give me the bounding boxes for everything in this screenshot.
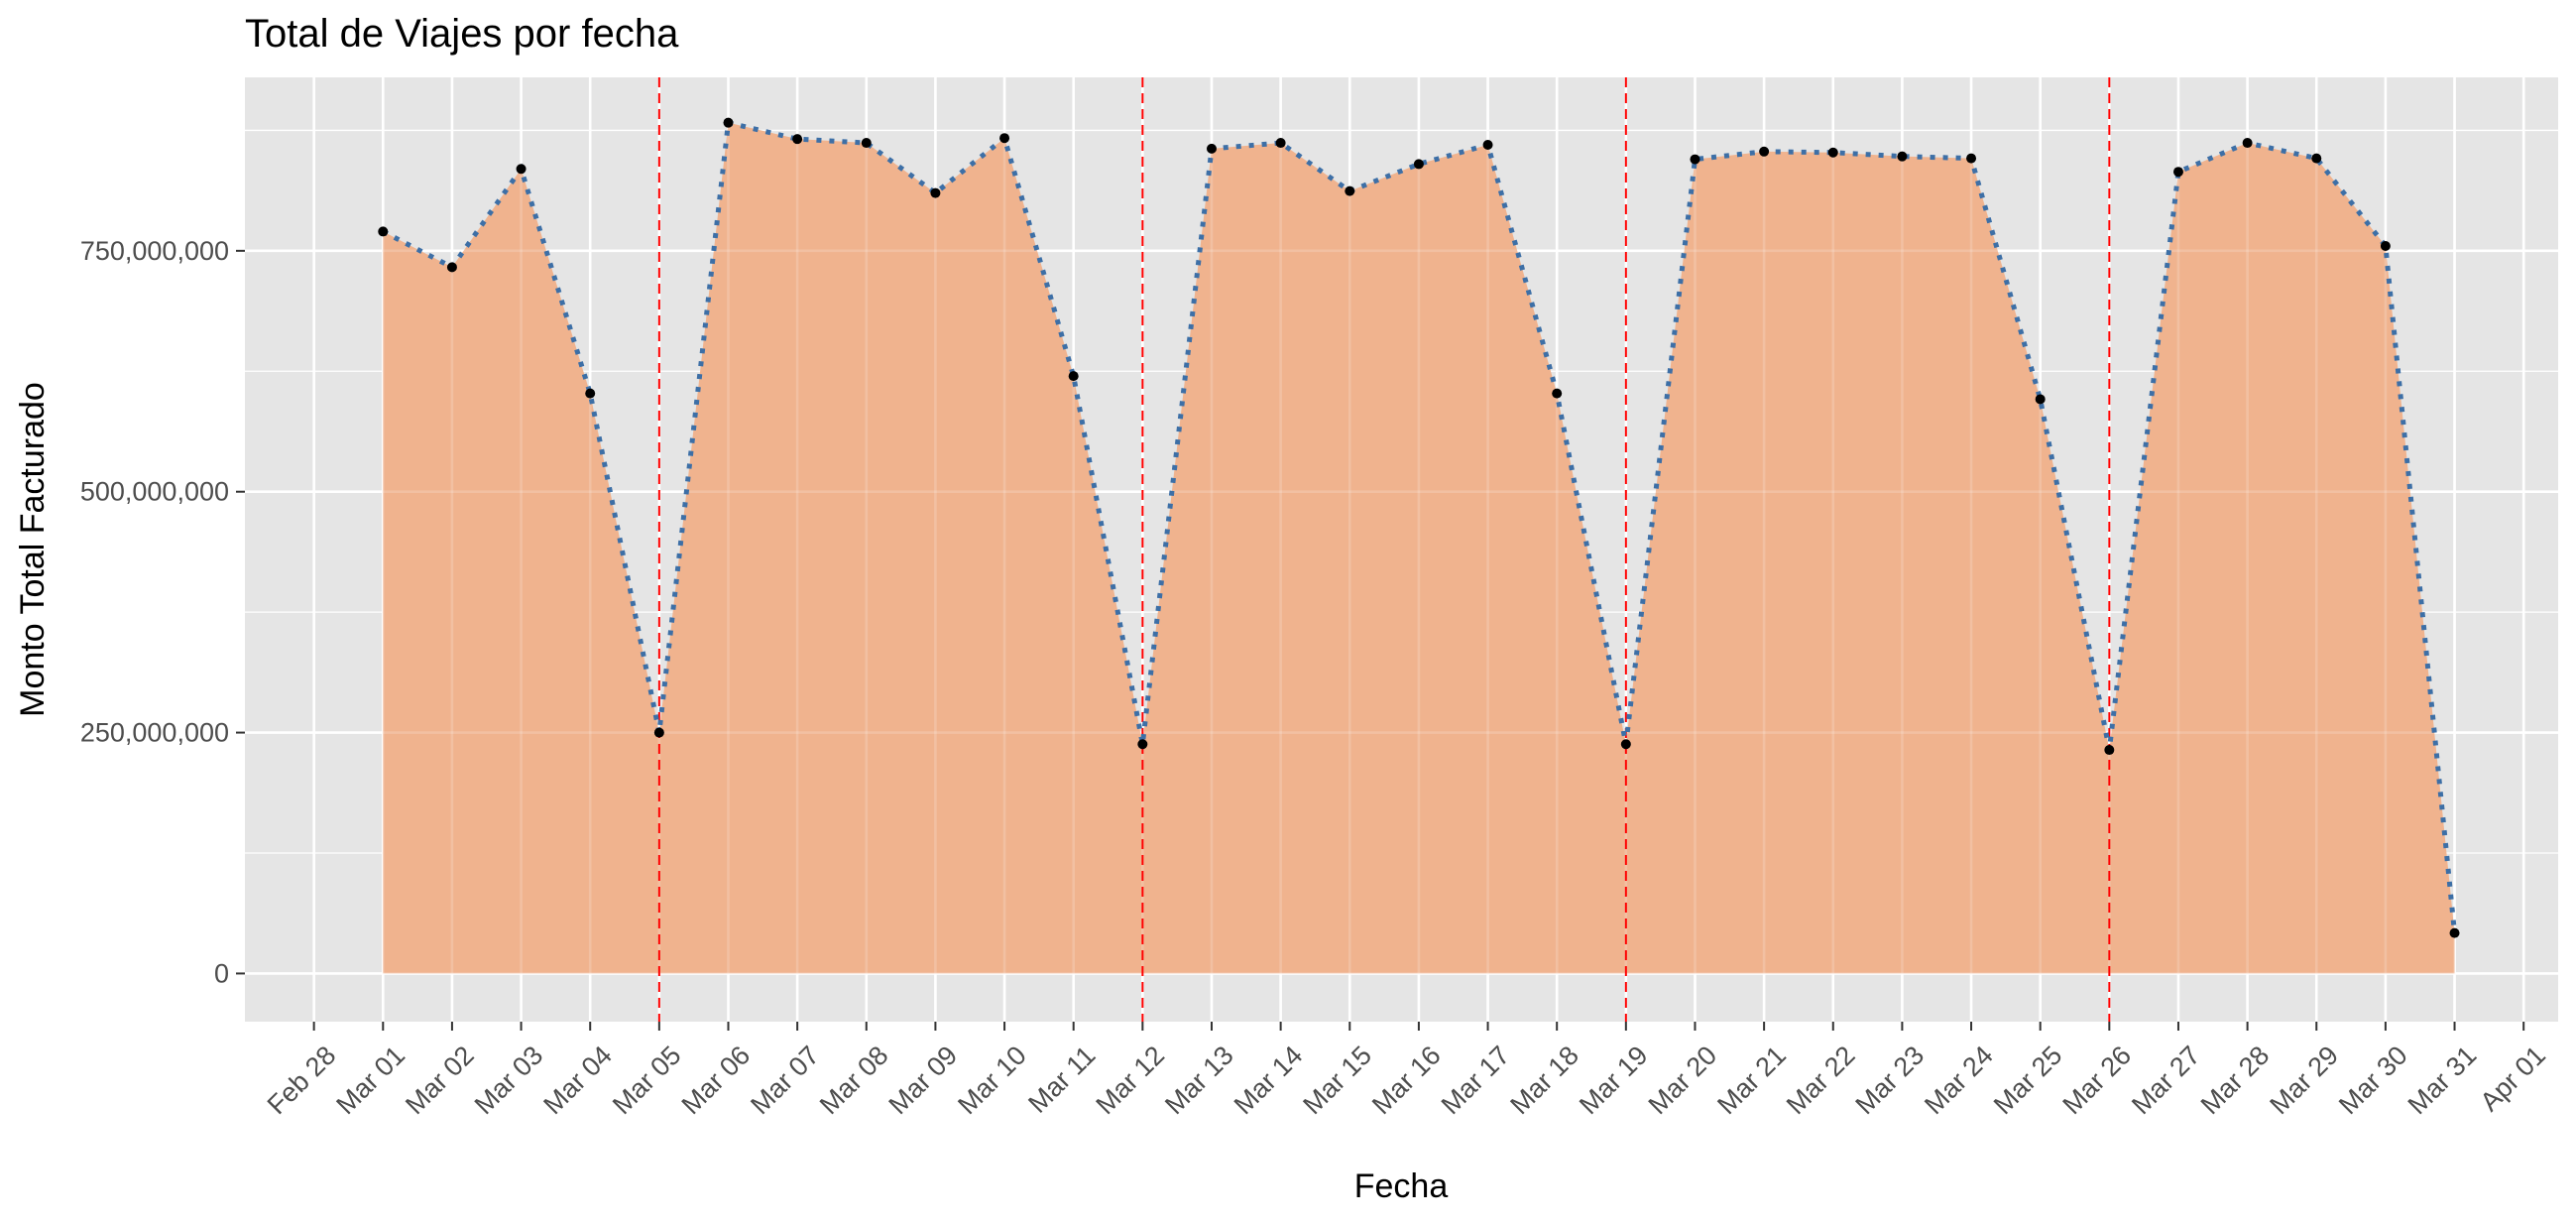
y-axis-title: Monto Total Facturado [14, 382, 52, 717]
data-point [723, 117, 734, 128]
data-point [861, 138, 872, 149]
data-point [1759, 146, 1770, 157]
x-tick-label: Mar 28 [2195, 1041, 2276, 1121]
x-tick-label: Mar 24 [1919, 1041, 1999, 1121]
x-tick-label: Mar 23 [1850, 1041, 1931, 1121]
data-point [2311, 153, 2322, 164]
data-point [792, 134, 803, 145]
x-tick-label: Apr 01 [2475, 1041, 2551, 1117]
data-point [378, 226, 389, 237]
x-tick-label: Mar 27 [2126, 1041, 2206, 1121]
data-point [1413, 159, 1424, 170]
x-tick-label: Mar 21 [1711, 1041, 1792, 1121]
data-point [653, 727, 664, 738]
data-point [1897, 151, 1908, 162]
x-tick-label: Mar 29 [2264, 1041, 2344, 1121]
data-point [1137, 739, 1148, 750]
data-point [1482, 140, 1493, 150]
y-tick-label: 0 [214, 958, 229, 988]
x-tick-label: Mar 16 [1366, 1041, 1447, 1121]
data-point [1827, 147, 1838, 158]
x-tick-label: Mar 08 [814, 1041, 894, 1121]
area-fill [383, 122, 2455, 974]
x-tick-label: Mar 13 [1159, 1041, 1239, 1121]
data-point [1966, 153, 1977, 164]
x-tick-label: Mar 31 [2402, 1041, 2483, 1121]
y-tick-label: 250,000,000 [80, 718, 229, 748]
x-tick-label: Mar 03 [469, 1041, 549, 1121]
x-tick-label: Mar 30 [2333, 1041, 2413, 1121]
x-tick-label: Mar 05 [607, 1041, 687, 1121]
reference-lines [657, 77, 2111, 1022]
x-tick-label: Mar 12 [1091, 1041, 1171, 1121]
x-tick-label: Mar 18 [1504, 1041, 1584, 1121]
data-point [1068, 371, 1079, 382]
x-tick-label: Mar 17 [1436, 1041, 1516, 1121]
data-point [585, 388, 596, 399]
x-tick-label: Mar 20 [1643, 1041, 1723, 1121]
chart-title: Total de Viajes por fecha [245, 12, 679, 56]
data-point [2380, 241, 2391, 251]
x-tick-label: Mar 26 [2057, 1041, 2138, 1121]
x-tick-label: Mar 02 [400, 1041, 480, 1121]
data-point [2172, 167, 2183, 178]
y-tick-label: 500,000,000 [80, 477, 229, 507]
x-tick-label: Mar 25 [1988, 1041, 2068, 1121]
x-tick-label: Mar 14 [1229, 1041, 1309, 1121]
data-point [1206, 143, 1217, 154]
x-tick-label: Mar 19 [1574, 1041, 1654, 1121]
x-tick-label: Mar 11 [1022, 1041, 1101, 1119]
x-tick-label: Mar 04 [537, 1041, 618, 1121]
data-point [930, 187, 941, 198]
x-tick-label: Mar 15 [1297, 1041, 1377, 1121]
x-tick-label: Mar 07 [745, 1041, 825, 1121]
x-tick-label: Mar 09 [883, 1041, 964, 1121]
x-tick-label: Mar 10 [952, 1041, 1032, 1121]
data-points [378, 117, 2460, 938]
data-point [446, 262, 457, 273]
y-axis: 0 250,000,000 500,000,000 750,000,000 [80, 236, 245, 988]
data-point [516, 164, 527, 175]
data-point [2242, 138, 2253, 149]
data-point [1690, 154, 1700, 165]
data-point [999, 133, 1010, 144]
x-tick-label: Mar 01 [330, 1041, 410, 1121]
data-point [2035, 394, 2046, 405]
data-point [1552, 388, 1563, 399]
x-axis-title: Fecha [1354, 1167, 1449, 1205]
x-tick-label: Feb 28 [262, 1041, 342, 1121]
x-tick-label: Mar 06 [676, 1041, 757, 1121]
data-point [1275, 138, 1286, 149]
data-point [2449, 927, 2460, 938]
y-tick-label: 750,000,000 [80, 236, 229, 266]
x-tick-label: Mar 22 [1781, 1041, 1861, 1121]
data-point [1620, 739, 1631, 750]
data-point [2104, 745, 2115, 756]
data-point [1345, 185, 1355, 196]
